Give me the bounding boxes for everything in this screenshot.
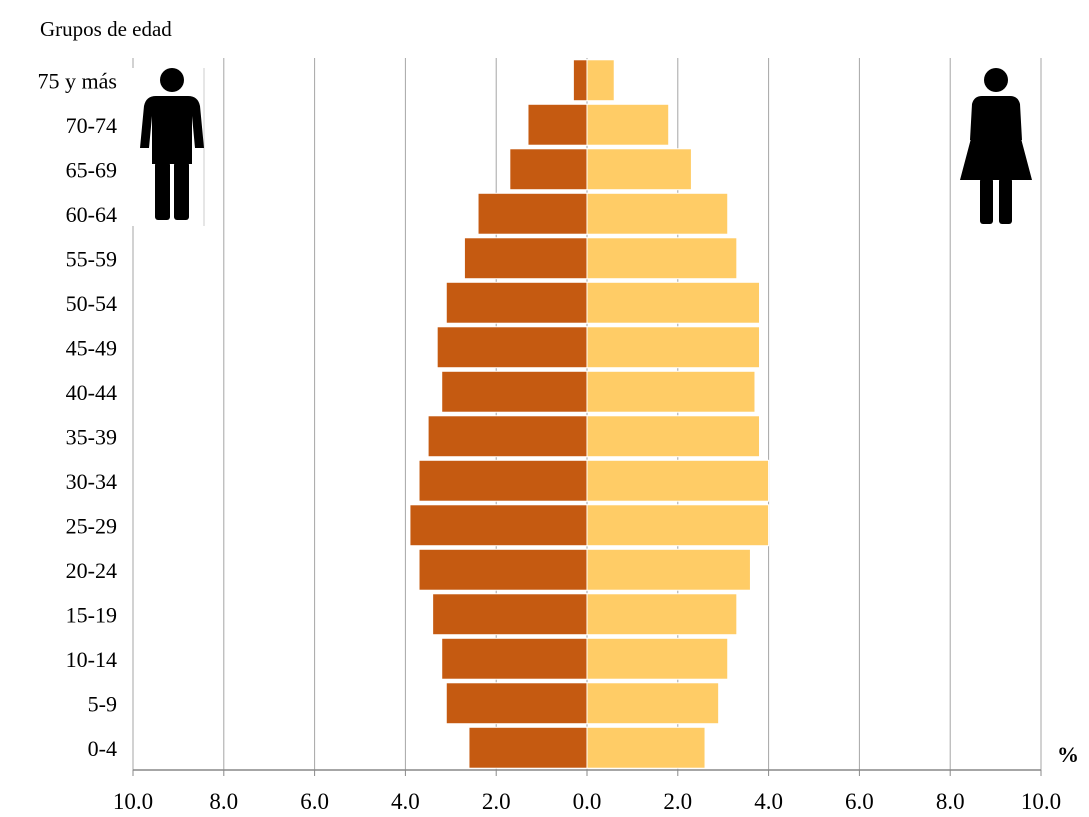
right-bar-20-24 — [586, 548, 751, 591]
x-tick-label: 0.0 — [573, 789, 602, 814]
left-bar-40-44 — [441, 370, 588, 413]
x-tick-label: 2.0 — [663, 789, 692, 814]
right-bar-50-54 — [586, 281, 761, 324]
x-tick-label: 8.0 — [209, 789, 238, 814]
right-bar-30-34 — [586, 459, 770, 502]
x-axis-unit: % — [1057, 742, 1079, 767]
male-figure-icon — [132, 68, 205, 226]
right-bar-0-4 — [586, 726, 706, 769]
left-bar-70-74 — [527, 103, 588, 146]
category-label: 20-24 — [66, 558, 117, 583]
left-bar-75-y-más — [572, 59, 588, 102]
right-bar-10-14 — [586, 637, 729, 680]
x-tick-label: 4.0 — [754, 789, 783, 814]
left-bar-55-59 — [463, 237, 588, 280]
bars — [409, 59, 770, 769]
right-bar-45-49 — [586, 326, 761, 369]
left-bar-10-14 — [441, 637, 588, 680]
left-bar-60-64 — [477, 192, 588, 235]
category-label: 75 y más — [38, 68, 117, 93]
x-tick-label: 8.0 — [936, 789, 965, 814]
right-bar-75-y-más — [586, 59, 615, 102]
left-bar-35-39 — [427, 415, 588, 458]
right-bar-60-64 — [586, 192, 729, 235]
category-label: 25-29 — [66, 513, 117, 538]
left-bar-65-69 — [509, 148, 588, 191]
left-bar-0-4 — [468, 726, 588, 769]
left-bar-45-49 — [436, 326, 588, 369]
right-bar-70-74 — [586, 103, 670, 146]
category-label: 40-44 — [66, 380, 117, 405]
right-bar-5-9 — [586, 682, 720, 725]
left-bar-5-9 — [445, 682, 588, 725]
x-tick-label: 10.0 — [1021, 789, 1061, 814]
left-bar-30-34 — [418, 459, 588, 502]
x-tick-label: 4.0 — [391, 789, 420, 814]
left-bar-15-19 — [432, 593, 588, 636]
category-label: 65-69 — [66, 157, 117, 182]
left-bar-50-54 — [445, 281, 588, 324]
x-tick-label: 6.0 — [845, 789, 874, 814]
x-tick-label: 2.0 — [482, 789, 511, 814]
right-bar-25-29 — [586, 504, 770, 547]
left-bar-20-24 — [418, 548, 588, 591]
right-bar-40-44 — [586, 370, 756, 413]
category-label: 35-39 — [66, 424, 117, 449]
right-bar-65-69 — [586, 148, 692, 191]
category-label: 45-49 — [66, 335, 117, 360]
category-label: 10-14 — [66, 647, 117, 672]
right-bar-35-39 — [586, 415, 761, 458]
category-label: 0-4 — [88, 736, 117, 761]
category-label: 60-64 — [66, 202, 117, 227]
x-tick-labels: 10.0 8.0 6.0 4.0 2.0 0.0 2.0 4.0 6.0 8.0 10.0 — [113, 770, 1061, 814]
category-label: 5-9 — [88, 691, 117, 716]
category-label: 50-54 — [66, 291, 117, 316]
category-label: 55-59 — [66, 246, 117, 271]
category-labels: 0-4 5-9 10-14 15-19 20-24 25-29 30-34 35-39 40-4… — [38, 68, 117, 761]
x-tick-label: 6.0 — [300, 789, 329, 814]
category-label: 30-34 — [66, 469, 117, 494]
y-axis-title: Grupos de edad — [40, 17, 172, 41]
left-bar-25-29 — [409, 504, 588, 547]
female-figure-icon — [960, 68, 1032, 224]
category-label: 15-19 — [66, 602, 117, 627]
category-label: 70-74 — [66, 113, 117, 138]
x-tick-label: 10.0 — [113, 789, 153, 814]
right-bar-15-19 — [586, 593, 738, 636]
right-bar-55-59 — [586, 237, 738, 280]
